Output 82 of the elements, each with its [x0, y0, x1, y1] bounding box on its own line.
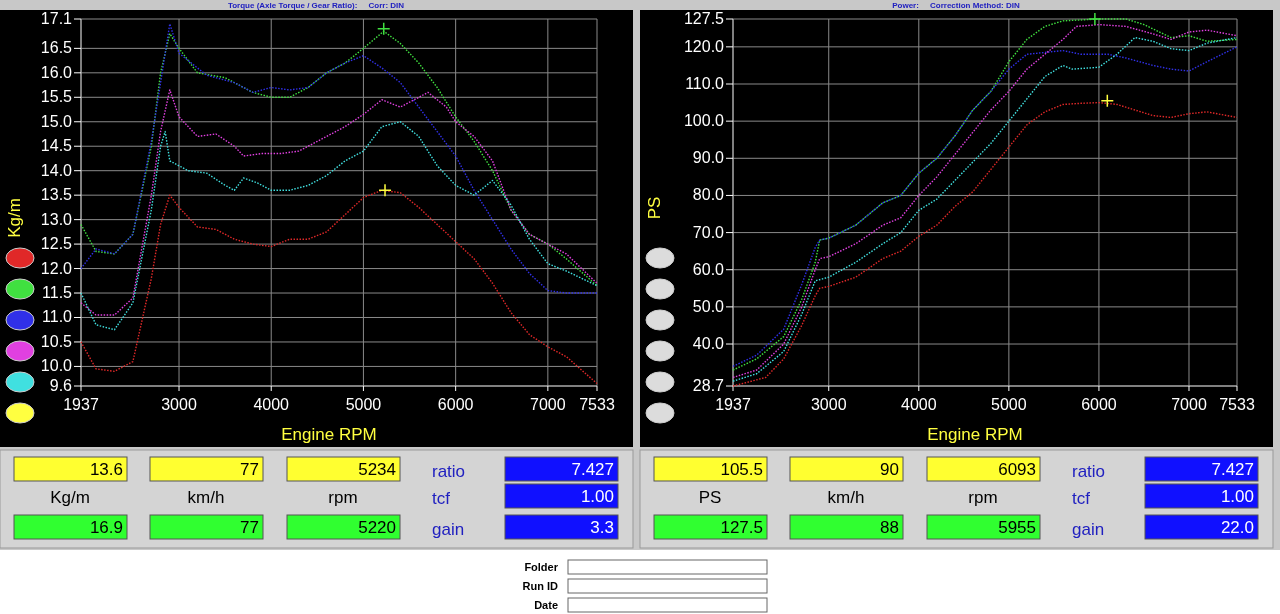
text: rpm	[328, 488, 358, 507]
x-tick-label: 6000	[1081, 396, 1117, 413]
text: km/h	[827, 488, 865, 507]
y-tick-label: 11.5	[42, 284, 73, 302]
y-tick-label: 110.0	[685, 75, 725, 93]
y-tick-label: 10.0	[40, 357, 73, 375]
text: Run ID	[522, 580, 559, 592]
chart-title: Torque (Axle Torque / Gear Ratio): Corr: DIN	[227, 1, 405, 10]
text: 1.00	[580, 487, 614, 506]
y-tick-label: 50.0	[692, 297, 725, 315]
text: 7.427	[571, 460, 614, 479]
x-tick-label: 7533	[1219, 396, 1255, 413]
text: PS	[698, 488, 722, 507]
x-tick-label: 3000	[161, 396, 197, 413]
chart-title: Power: Correction Method: DIN	[892, 1, 1020, 10]
x-axis-title: Engine RPM	[927, 425, 1023, 444]
y-tick-label: 16.5	[40, 39, 73, 57]
text: 22.0	[1220, 518, 1254, 537]
y-axis-title: Kg/m	[5, 198, 24, 238]
y-tick-label: 90.0	[692, 149, 725, 167]
x-tick-label: 1937	[715, 396, 751, 413]
x-tick-label: 3000	[810, 396, 847, 413]
text: 1.00	[1220, 487, 1254, 506]
text: 7.427	[1211, 460, 1254, 479]
y-tick-label: 14.5	[40, 137, 73, 155]
y-tick-label: 17.1	[40, 10, 73, 27]
y-tick-label: 28.7	[692, 377, 725, 394]
x-tick-label: 5000	[991, 396, 1027, 413]
y-tick-label: 60.0	[692, 260, 725, 278]
y-tick-label: 11.0	[42, 308, 73, 326]
text: km/h	[187, 488, 225, 507]
text: 77	[240, 518, 259, 537]
text: Kg/m	[50, 488, 90, 507]
x-tick-label: 4000	[253, 396, 290, 413]
text: 90	[880, 460, 899, 479]
text: tcf	[432, 489, 451, 508]
y-tick-label: 120.0	[683, 37, 725, 55]
text: 127.5	[720, 518, 763, 537]
y-tick-label: 14.0	[40, 161, 73, 179]
text: 6093	[998, 460, 1036, 479]
text: Date	[534, 599, 558, 611]
line-series	[80, 121, 598, 331]
x-tick-label: 7000	[1171, 396, 1207, 413]
text: 3.3	[590, 518, 614, 537]
y-tick-label: 15.0	[40, 112, 73, 130]
text: 5220	[358, 518, 396, 537]
text: ratio	[1072, 462, 1106, 481]
x-tick-label: 6000	[437, 396, 474, 413]
y-tick-label: 70.0	[692, 223, 725, 241]
y-tick-label: 12.5	[40, 235, 73, 253]
y-tick-label: 40.0	[692, 335, 725, 353]
text: 5955	[998, 518, 1036, 537]
text: 13.6	[89, 460, 123, 479]
text: gain	[1072, 520, 1105, 539]
y-tick-label: 15.5	[40, 88, 73, 106]
text: 16.9	[89, 518, 123, 537]
text: 77	[240, 460, 259, 479]
text: gain	[432, 520, 465, 539]
text: 88	[880, 518, 899, 537]
x-tick-label: 7000	[530, 396, 566, 413]
y-tick-label: 16.0	[40, 63, 73, 81]
x-tick-label: 7533	[579, 396, 615, 413]
y-tick-label: 80.0	[692, 186, 725, 204]
text: ratio	[432, 462, 466, 481]
y-tick-label: 9.6	[49, 377, 73, 394]
y-tick-label: 100.0	[683, 112, 725, 130]
y-tick-label: 10.5	[40, 332, 73, 350]
y-tick-label: 13.5	[40, 186, 73, 204]
text: Folder	[524, 561, 559, 573]
text: 5234	[358, 460, 396, 479]
x-tick-label: 4000	[901, 396, 937, 413]
y-axis-title: PS	[645, 196, 664, 220]
text: tcf	[1072, 489, 1091, 508]
y-tick-label: 127.5	[683, 10, 725, 27]
text: rpm	[968, 488, 998, 507]
x-tick-label: 5000	[345, 396, 382, 413]
x-tick-label: 1937	[63, 396, 99, 413]
y-tick-label: 13.0	[40, 210, 73, 228]
y-tick-label: 12.0	[40, 259, 73, 277]
x-axis-title: Engine RPM	[281, 425, 377, 444]
text: 105.5	[720, 460, 763, 479]
line-series	[80, 89, 598, 316]
